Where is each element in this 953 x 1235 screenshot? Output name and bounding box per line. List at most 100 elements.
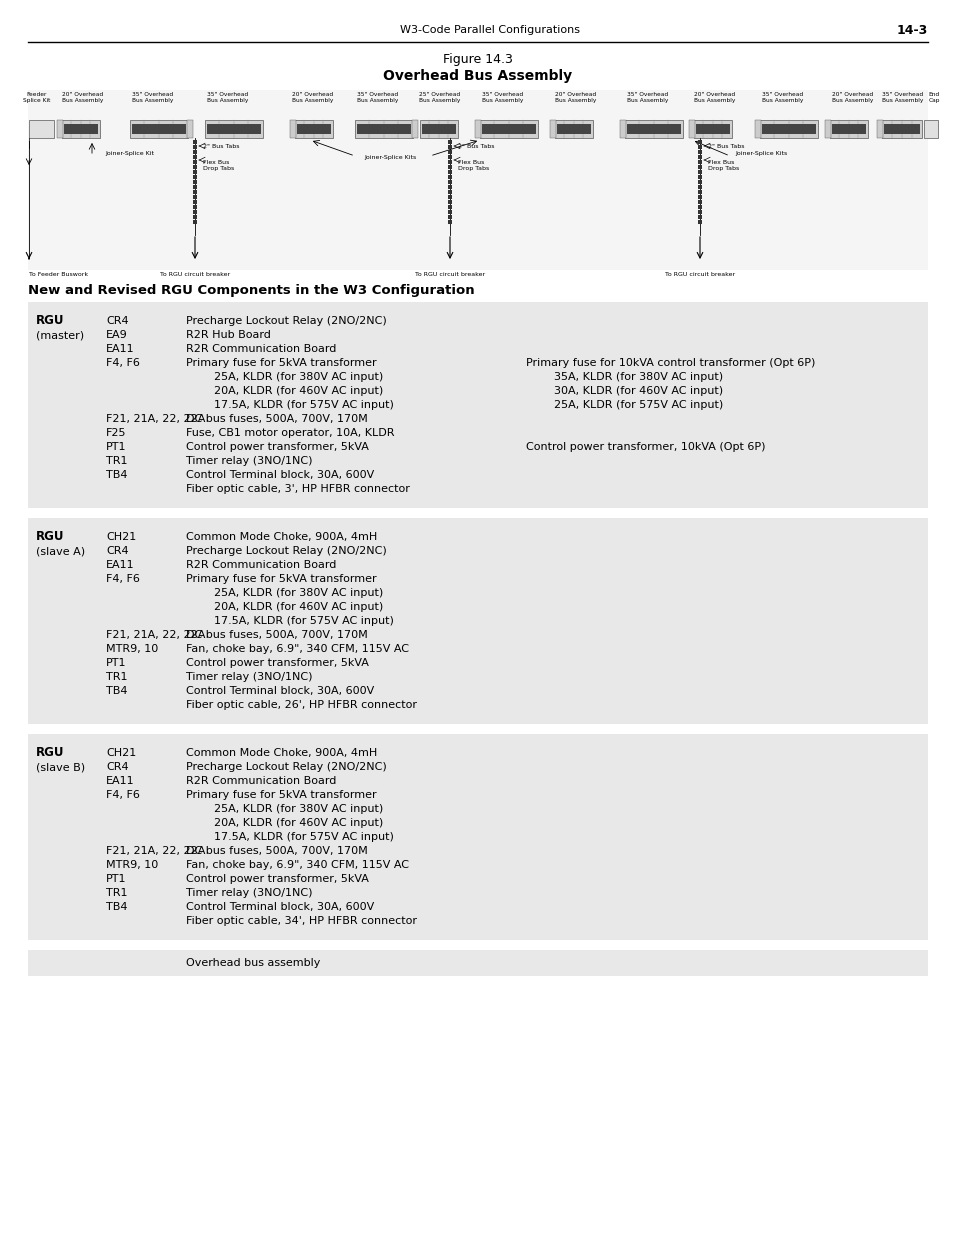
Text: End
Cap: End Cap bbox=[927, 91, 939, 103]
Text: CH21: CH21 bbox=[106, 748, 136, 758]
Bar bbox=[555, 120, 593, 138]
Bar bbox=[698, 210, 701, 214]
Text: Flex Bus
Drop Tabs: Flex Bus Drop Tabs bbox=[457, 161, 489, 170]
Bar bbox=[193, 205, 196, 209]
Bar bbox=[760, 120, 817, 138]
Text: 35" Overhead
Bus Assembly: 35" Overhead Bus Assembly bbox=[207, 91, 249, 103]
Text: 25A, KLDR (for 575V AC input): 25A, KLDR (for 575V AC input) bbox=[525, 400, 722, 410]
Text: EA11: EA11 bbox=[106, 559, 134, 571]
Bar bbox=[550, 120, 556, 138]
Bar bbox=[448, 149, 452, 154]
Text: TB4: TB4 bbox=[106, 902, 128, 911]
Text: RGU: RGU bbox=[36, 746, 65, 760]
Text: 17.5A, KLDR (for 575V AC input): 17.5A, KLDR (for 575V AC input) bbox=[186, 616, 394, 626]
Text: EA9: EA9 bbox=[106, 330, 128, 340]
Bar bbox=[28, 734, 927, 940]
Bar bbox=[412, 120, 417, 138]
Bar bbox=[187, 120, 193, 138]
Bar bbox=[698, 215, 701, 219]
Text: 25A, KLDR (for 380V AC input): 25A, KLDR (for 380V AC input) bbox=[186, 804, 383, 814]
Text: TB4: TB4 bbox=[106, 471, 128, 480]
Text: 20" Overhead
Bus Assembly: 20" Overhead Bus Assembly bbox=[831, 91, 873, 103]
Bar bbox=[294, 120, 333, 138]
Text: Fiber optic cable, 3', HP HFBR connector: Fiber optic cable, 3', HP HFBR connector bbox=[186, 484, 410, 494]
Text: To RGU circuit breaker: To RGU circuit breaker bbox=[160, 272, 230, 277]
Bar bbox=[698, 200, 701, 204]
Text: TR1: TR1 bbox=[106, 672, 128, 682]
Text: CR4: CR4 bbox=[106, 316, 129, 326]
Bar bbox=[448, 140, 452, 144]
Text: Timer relay (3NO/1NC): Timer relay (3NO/1NC) bbox=[186, 888, 313, 898]
Bar bbox=[193, 220, 196, 224]
Text: Primary fuse for 5kVA transformer: Primary fuse for 5kVA transformer bbox=[186, 358, 376, 368]
Bar bbox=[130, 120, 188, 138]
Text: To RGU circuit breaker: To RGU circuit breaker bbox=[415, 272, 484, 277]
Text: (slave A): (slave A) bbox=[36, 546, 85, 556]
Text: F21, 21A, 22, 22A: F21, 21A, 22, 22A bbox=[106, 846, 205, 856]
Text: Fan, choke bay, 6.9", 340 CFM, 115V AC: Fan, choke bay, 6.9", 340 CFM, 115V AC bbox=[186, 860, 409, 869]
Text: Fiber optic cable, 26', HP HFBR connector: Fiber optic cable, 26', HP HFBR connecto… bbox=[186, 700, 416, 710]
Text: Control Terminal block, 30A, 600V: Control Terminal block, 30A, 600V bbox=[186, 685, 374, 697]
Bar bbox=[475, 120, 480, 138]
Bar bbox=[207, 124, 261, 135]
Text: F4, F6: F4, F6 bbox=[106, 358, 140, 368]
Text: (master): (master) bbox=[36, 330, 84, 340]
Bar bbox=[883, 124, 919, 135]
Text: Timer relay (3NO/1NC): Timer relay (3NO/1NC) bbox=[186, 456, 313, 466]
Bar bbox=[481, 124, 536, 135]
Bar bbox=[448, 200, 452, 204]
Text: 30A, KLDR (for 460V AC input): 30A, KLDR (for 460V AC input) bbox=[525, 387, 722, 396]
Text: EA11: EA11 bbox=[106, 776, 134, 785]
Text: PT1: PT1 bbox=[106, 874, 127, 884]
Bar bbox=[698, 140, 701, 144]
Text: 20A, KLDR (for 460V AC input): 20A, KLDR (for 460V AC input) bbox=[186, 601, 383, 613]
Text: F21, 21A, 22, 22A: F21, 21A, 22, 22A bbox=[106, 630, 205, 640]
Text: 35" Overhead
Bus Assembly: 35" Overhead Bus Assembly bbox=[482, 91, 523, 103]
Text: 2" Bus Tabs: 2" Bus Tabs bbox=[707, 143, 743, 148]
Bar bbox=[698, 190, 701, 194]
Text: CH21: CH21 bbox=[106, 532, 136, 542]
Bar bbox=[829, 120, 867, 138]
Text: 35" Overhead
Bus Assembly: 35" Overhead Bus Assembly bbox=[627, 91, 668, 103]
Bar bbox=[193, 180, 196, 184]
Text: CR4: CR4 bbox=[106, 762, 129, 772]
Bar bbox=[693, 120, 731, 138]
Text: Fiber optic cable, 34', HP HFBR connector: Fiber optic cable, 34', HP HFBR connecto… bbox=[186, 916, 416, 926]
Text: 25" Overhead
Bus Assembly: 25" Overhead Bus Assembly bbox=[419, 91, 460, 103]
Text: 35" Overhead
Bus Assembly: 35" Overhead Bus Assembly bbox=[761, 91, 802, 103]
Text: F25: F25 bbox=[106, 429, 127, 438]
Bar bbox=[193, 190, 196, 194]
Bar bbox=[448, 161, 452, 164]
Bar bbox=[698, 165, 701, 169]
Bar bbox=[29, 120, 54, 138]
Bar bbox=[193, 165, 196, 169]
Bar bbox=[448, 215, 452, 219]
Bar bbox=[688, 120, 695, 138]
Text: Timer relay (3NO/1NC): Timer relay (3NO/1NC) bbox=[186, 672, 313, 682]
Text: DC bus fuses, 500A, 700V, 170M: DC bus fuses, 500A, 700V, 170M bbox=[186, 846, 367, 856]
Bar bbox=[193, 200, 196, 204]
Bar bbox=[193, 185, 196, 189]
Text: 20A, KLDR (for 460V AC input): 20A, KLDR (for 460V AC input) bbox=[186, 818, 383, 827]
Bar bbox=[419, 120, 457, 138]
Bar bbox=[193, 195, 196, 199]
Text: Precharge Lockout Relay (2NO/2NC): Precharge Lockout Relay (2NO/2NC) bbox=[186, 546, 386, 556]
Bar bbox=[448, 156, 452, 159]
Bar bbox=[923, 120, 937, 138]
Bar bbox=[698, 175, 701, 179]
Bar bbox=[696, 124, 729, 135]
Bar bbox=[448, 180, 452, 184]
Bar bbox=[698, 170, 701, 174]
Text: W3-Code Parallel Configurations: W3-Code Parallel Configurations bbox=[399, 25, 579, 35]
Text: PT1: PT1 bbox=[106, 658, 127, 668]
Text: Joiner-Splice Kit: Joiner-Splice Kit bbox=[105, 152, 153, 157]
Bar bbox=[882, 120, 921, 138]
Text: R2R Communication Board: R2R Communication Board bbox=[186, 776, 336, 785]
Text: RGU: RGU bbox=[36, 315, 65, 327]
Text: EA11: EA11 bbox=[106, 345, 134, 354]
Bar bbox=[698, 144, 701, 149]
Bar bbox=[193, 161, 196, 164]
Text: 17.5A, KLDR (for 575V AC input): 17.5A, KLDR (for 575V AC input) bbox=[186, 400, 394, 410]
Text: Overhead bus assembly: Overhead bus assembly bbox=[186, 958, 320, 968]
Bar bbox=[761, 124, 815, 135]
